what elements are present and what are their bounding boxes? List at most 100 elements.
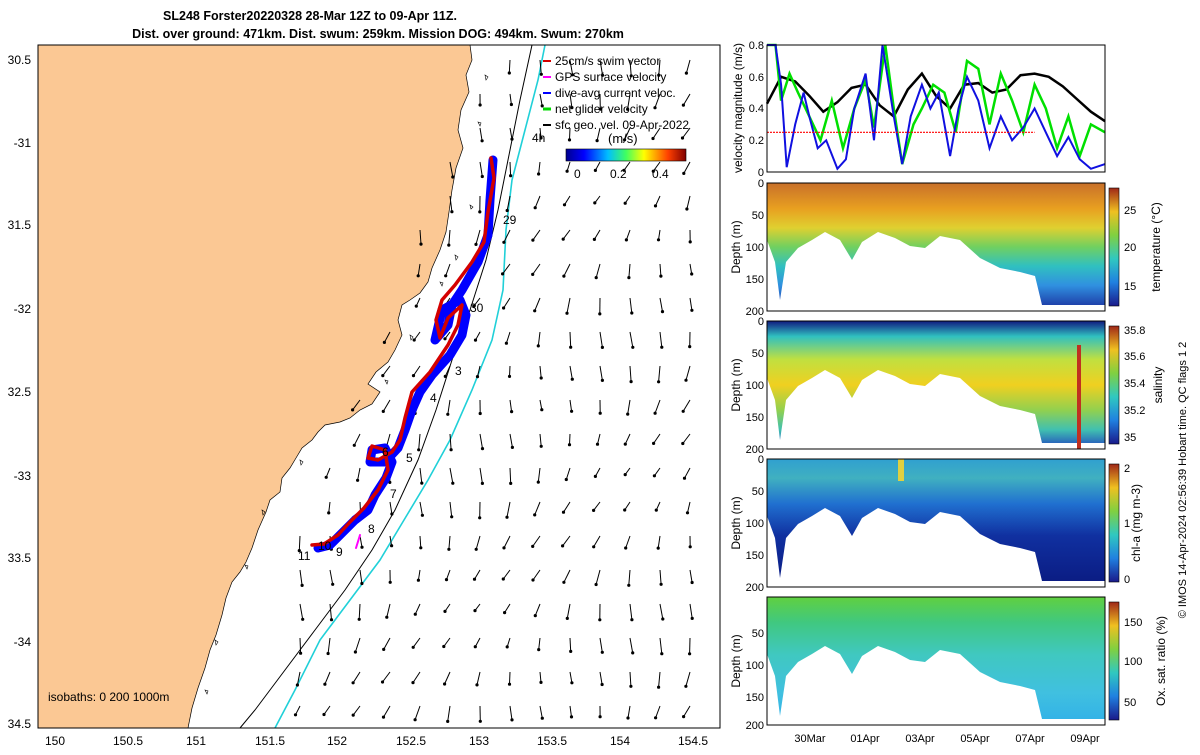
map-colorbar — [566, 149, 686, 161]
x-tick-153.5: 153.5 — [537, 734, 567, 748]
chla-cb-label: chl-a (mg m-3) — [1129, 484, 1143, 562]
temp-depth-tick-0: 0 — [758, 178, 764, 190]
copyright-note: © IMOS 14-Apr-2024 02:56:39 Hobart time.… — [1177, 342, 1189, 619]
chl-depth-tick-0: 0 — [758, 454, 764, 466]
track-label-5: 5 — [406, 451, 413, 465]
chl-depth-tick-50: 50 — [752, 486, 764, 498]
velocity-arrow-head — [569, 650, 572, 653]
track-label-30: 30 — [470, 301, 484, 315]
velocity-arrow-head — [533, 513, 536, 516]
velocity-arrow-head — [565, 478, 568, 481]
velocity-arrow-head — [682, 715, 685, 718]
chl-depth-tick-100: 100 — [746, 518, 764, 530]
velocity-arrow-head — [661, 617, 664, 620]
temp-depth-tick-50: 50 — [752, 210, 764, 222]
x-tick-01apr: 01Apr — [850, 733, 880, 745]
velocity-arrow-head — [534, 206, 537, 209]
velocity-arrow — [570, 434, 571, 445]
velocity-arrow-head — [683, 477, 686, 480]
velocity-arrow-head — [563, 203, 566, 206]
velocity-arrow-head — [688, 345, 691, 348]
y-tick-34: -34 — [14, 635, 32, 649]
velocity-arrow-head — [598, 312, 601, 315]
velocity-arrow-head — [690, 272, 693, 275]
x-tick-154: 154 — [610, 734, 630, 748]
velocity-arrow-head — [447, 548, 450, 551]
velocity-arrow-head — [358, 618, 361, 621]
velocity-arrow-head — [481, 139, 484, 142]
temperature-cb-label: temperature (°C) — [1149, 202, 1163, 292]
ox-cb-tick-150: 150 — [1124, 617, 1142, 629]
velocity-arrow-head — [657, 380, 660, 383]
velocity-arrow-head — [445, 578, 448, 581]
velocity-arrow-head — [562, 238, 565, 241]
chl-cb-tick-2: 2 — [1124, 463, 1130, 475]
velocity-arrow-head — [681, 136, 684, 139]
sal-depth-tick-100: 100 — [746, 380, 764, 392]
velocity-arrow-head — [444, 375, 447, 378]
velocity-arrow-head — [421, 514, 424, 517]
velocity-arrow-head — [625, 238, 628, 241]
velocity-arrow-head — [443, 682, 446, 685]
velocity-arrow-head — [630, 311, 633, 314]
velocity-arrow-head — [654, 204, 657, 207]
velocity-arrow-head — [352, 681, 355, 684]
track-label-6: 6 — [382, 445, 389, 459]
x-tick-09apr: 09Apr — [1070, 733, 1100, 745]
velocity-arrow-head — [385, 616, 388, 619]
velocity-arrow-head — [510, 410, 513, 413]
track-label-3: 3 — [455, 364, 462, 378]
velocity-arrow-head — [383, 341, 386, 344]
vel-tick-0.4: 0.4 — [749, 103, 764, 115]
y-tick-34.5: 34.5 — [8, 717, 32, 731]
velocity-arrow-head — [474, 339, 477, 342]
x-tick-151: 151 — [186, 734, 206, 748]
velocity-arrow-head — [450, 448, 453, 451]
velocity-arrow-head — [474, 645, 477, 648]
salinity-colorbar — [1109, 326, 1119, 444]
velocity-arrow-head — [685, 207, 688, 210]
ox-depth-tick-150: 150 — [746, 692, 764, 704]
velocity-arrow-head — [541, 104, 544, 107]
velocity-arrow-head — [481, 175, 484, 178]
velocity-arrow-head — [417, 448, 420, 451]
colorbar-title: (m/s) — [608, 131, 638, 146]
velocity-arrow-head — [531, 239, 534, 242]
velocity-arrow-head — [450, 210, 453, 213]
vel-tick-0.2: 0.2 — [749, 135, 764, 147]
time-x-ticks: 30Mar 01Apr 03Apr 05Apr 07Apr 09Apr — [794, 733, 1100, 745]
temperature-panel: 0 50 100 150 200 15 20 25 Depth (m) temp… — [729, 178, 1163, 318]
velocity-arrow-head — [684, 685, 687, 688]
y-tick-31.5: 31.5 — [8, 218, 32, 232]
velocity-arrow-head — [510, 103, 513, 106]
velocity-arrow-head — [689, 545, 692, 548]
velocity-arrow-head — [596, 139, 599, 142]
velocity-arrow-head — [510, 138, 513, 141]
sal-depth-tick-0: 0 — [758, 316, 764, 328]
temp-depth-tick-150: 150 — [746, 274, 764, 286]
velocity-arrow-head — [473, 578, 476, 581]
x-tick-150: 150 — [45, 734, 65, 748]
velocity-arrow-head — [505, 342, 508, 345]
chl-depth-tick-150: 150 — [746, 550, 764, 562]
velocity-arrow-head — [353, 444, 356, 447]
map-title-line2: Dist. over ground: 471km. Dist. swum: 25… — [132, 27, 624, 41]
velocity-arrow-head — [565, 312, 568, 315]
velocity-plot-area — [767, 45, 1105, 172]
temperature-y-ticks: 0 50 100 150 200 — [746, 178, 764, 318]
velocity-arrow-head — [691, 581, 694, 584]
velocity-arrow-head — [479, 103, 482, 106]
velocity-arrow-head — [412, 646, 415, 649]
velocity-arrow-head — [629, 685, 632, 688]
x-tick-03apr: 03Apr — [905, 733, 935, 745]
chla-ylabel: Depth (m) — [729, 496, 743, 549]
chla-panel: 0 50 100 150 200 0 1 2 Depth (m) chl-a (… — [729, 454, 1143, 594]
velocity-arrow-head — [479, 720, 482, 723]
velocity-arrow-head — [413, 338, 416, 341]
velocity-arrow — [510, 468, 511, 483]
ox-cb-tick-100: 100 — [1124, 656, 1142, 668]
y-tick-32.5: 32.5 — [8, 385, 32, 399]
velocity-arrow-head — [508, 375, 511, 378]
velocity-arrow-head — [390, 512, 393, 515]
